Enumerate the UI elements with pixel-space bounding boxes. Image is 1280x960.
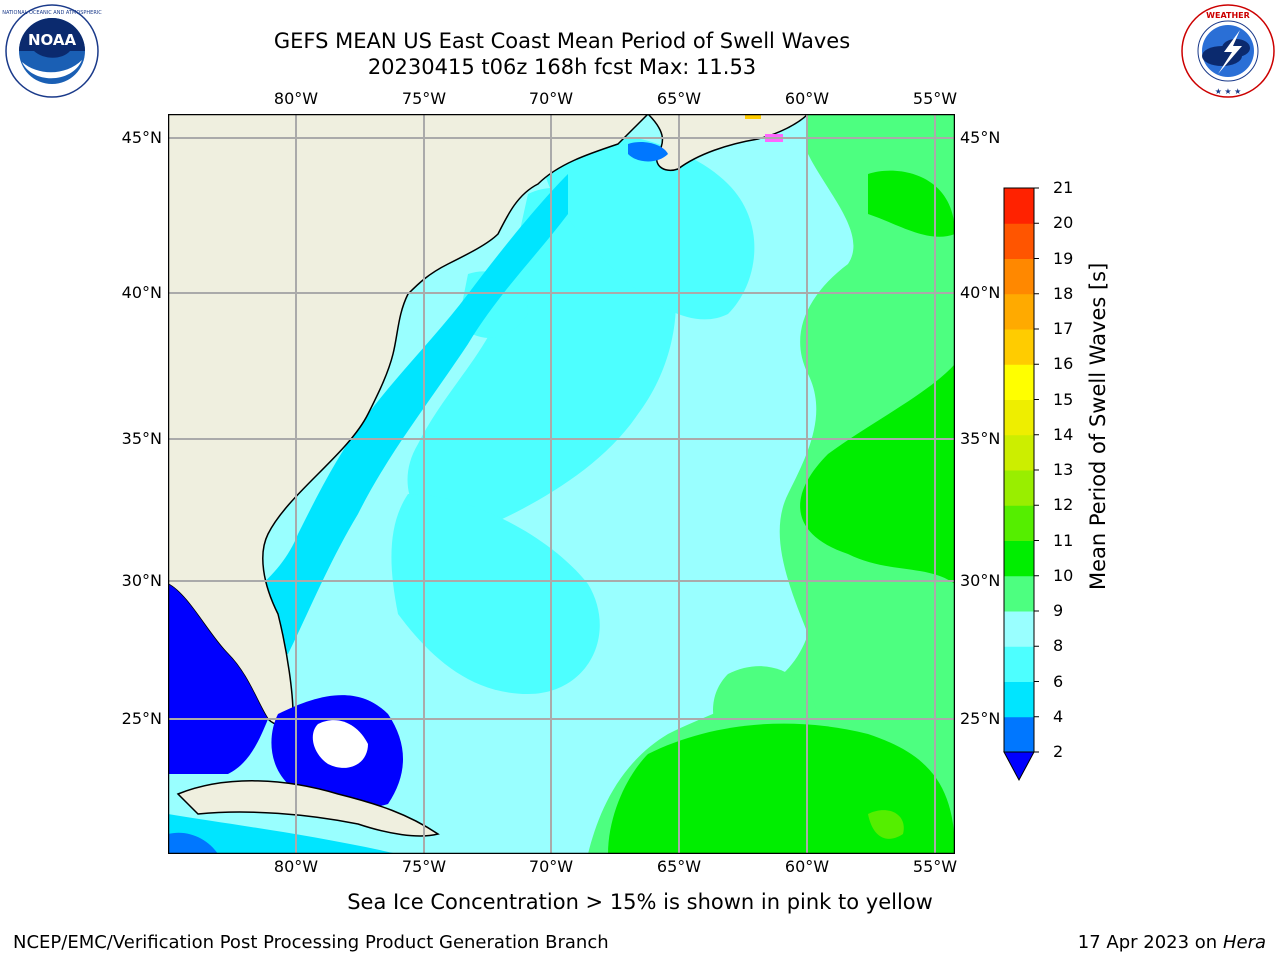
colorbar-level-label: 18 [1053,283,1074,303]
svg-text:WEATHER: WEATHER [1206,11,1250,20]
colorbar-level-label: 9 [1053,601,1064,620]
svg-text:NATIONAL OCEANIC AND ATMOSPHER: NATIONAL OCEANIC AND ATMOSPHERIC [2,10,102,16]
lon-label-bottom: 55°W [912,857,958,876]
lon-label-bottom: 65°W [656,857,702,876]
colorbar-level-label: 20 [1053,213,1074,233]
colorbar-level-label: 10 [1053,565,1074,585]
colorbar-segment [1004,329,1034,365]
lon-label-top: 80°W [273,89,319,108]
colorbar-title: Mean Period of Swell Waves [s] [1086,262,1110,590]
lon-label-top: 55°W [912,89,958,108]
colorbar-level-label: 4 [1053,706,1064,726]
lon-label-bottom: 60°W [784,857,830,876]
nws-logo-icon: WEATHER ★ ★ ★ [1181,4,1275,98]
sea-ice-note: Sea Ice Concentration > 15% is shown in … [347,890,933,914]
colorbar-segment [1004,258,1034,295]
colorbar-segment [1004,646,1034,682]
north-america-land [168,114,650,726]
noaa-logo-icon: NOAA NATIONAL OCEANIC AND ATMOSPHERIC [2,4,102,98]
colorbar-level-label: 2 [1053,742,1064,761]
lat-label-right: 45°N [960,128,1001,147]
colorbar-segment [1004,505,1034,541]
nova-scotia-land [646,114,810,171]
colorbar-level-label: 21 [1053,178,1074,197]
cuba-land [176,780,440,837]
machine-name: Hera [1222,932,1266,953]
colorbar-level-label: 12 [1053,495,1074,515]
lat-label-right: 35°N [960,429,1001,448]
lat-label-left: 40°N [121,283,162,302]
colorbar-under-arrow [1003,751,1035,782]
lon-label-top: 65°W [656,89,702,108]
svg-text:NOAA: NOAA [28,31,77,49]
colorbar-segment [1004,681,1034,718]
lon-label-bottom: 70°W [528,857,574,876]
map-subtitle: 20230415 t06z 168h fcst Max: 11.53 [367,55,757,79]
lon-label-bottom: 80°W [273,857,319,876]
colorbar-segment [1004,470,1034,506]
colorbar-segment [1004,611,1034,647]
colorbar-segment [1004,223,1034,259]
colorbar-segment [1004,434,1034,471]
lon-label-top: 60°W [784,89,830,108]
colorbar-level-label: 11 [1053,530,1074,550]
lat-label-right: 25°N [960,709,1001,728]
lat-label-right: 30°N [960,571,1001,590]
lon-label-top: 70°W [528,89,574,108]
date-stamp: 17 Apr 2023 on Hera [1077,932,1266,953]
colorbar-level-label: 6 [1053,671,1064,691]
colorbar-segment [1004,188,1034,224]
colorbar-level-label: 8 [1053,636,1064,656]
lat-label-left: 25°N [121,709,162,728]
lon-label-top: 75°W [401,89,447,108]
colorbar-segment [1004,540,1034,577]
colorbar-level-label: 15 [1053,389,1074,409]
colorbar-segment [1004,293,1034,330]
colorbar-segment [1004,399,1034,436]
swell-period-map [168,114,955,854]
colorbar-level-label: 13 [1053,460,1074,479]
colorbar-segment [1004,716,1034,753]
colorbar-level-label: 19 [1053,248,1074,268]
map-title: GEFS MEAN US East Coast Mean Period of S… [273,29,851,53]
lon-label-bottom: 75°W [401,857,447,876]
lat-label-left: 35°N [121,429,162,448]
lat-label-left: 30°N [121,571,162,590]
colorbar-segment [1004,364,1034,400]
credit-text: NCEP/EMC/Verification Post Processing Pr… [13,932,609,953]
colorbar-level-label: 14 [1053,424,1074,444]
colorbar-level-label: 17 [1053,319,1074,338]
lat-label-left: 45°N [121,128,162,147]
lat-label-right: 40°N [960,283,1001,302]
colorbar-level-label: 16 [1053,354,1074,374]
colorbar-segment [1004,575,1034,612]
svg-text:★ ★ ★: ★ ★ ★ [1215,87,1242,96]
colorbar [1003,187,1039,782]
